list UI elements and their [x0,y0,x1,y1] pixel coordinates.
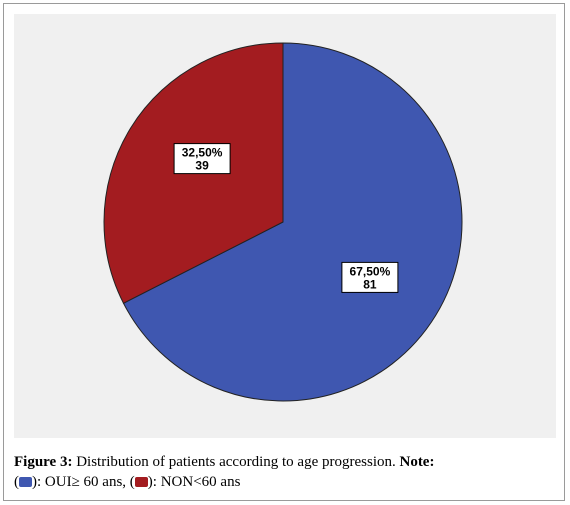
legend-swatch-non [134,477,148,487]
slice-label-box-1 [173,143,231,175]
slice-label-0: 67,50%81 [341,261,399,293]
caption-note-label: Note: [399,454,435,470]
pie-slice-0 [122,42,463,402]
caption-legend-non: ): NON<60 ans [147,474,241,490]
caption-figure-label: Figure 3: [14,454,73,470]
slice-count-label-1: 39 [195,159,209,173]
slice-count-label-0: 81 [363,277,377,291]
legend-swatch-oui [19,477,32,487]
caption-text: Distribution of patients according to ag… [72,454,400,470]
caption-legend-oui: ): OUI≥ 60 ans, ( [32,474,135,490]
slice-percent-label-1: 32,50% [182,146,223,160]
caption-open-paren: ( [14,474,19,490]
slice-label-box-0 [341,261,399,293]
figure-caption: Figure 3: Distribution of patients accor… [14,452,559,492]
slice-percent-label-0: 67,50% [350,264,391,278]
plot-area: 67,50% 81 32,50% 39 [14,14,556,438]
figure-frame: 67,50% 81 32,50% 39 Figure 3: Distribution … [3,3,565,501]
pie-chart: 67,50%81 32,50%39 [103,42,463,402]
slice-label-1: 32,50%39 [173,143,231,175]
